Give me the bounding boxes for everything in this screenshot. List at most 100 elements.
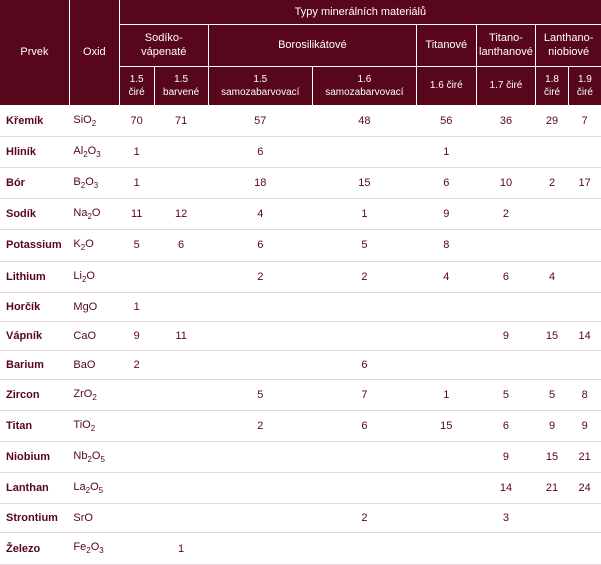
- value-cell-2: [208, 442, 312, 473]
- value-cell-0: 70: [119, 105, 154, 136]
- oxide-formula: ZrO2: [69, 379, 119, 410]
- oxide-formula: MgO: [69, 292, 119, 321]
- value-cell-7: 8: [568, 379, 601, 410]
- table-row: LanthanLa2O5142124: [0, 473, 601, 504]
- value-cell-6: 2: [536, 167, 569, 198]
- value-cell-7: [568, 230, 601, 261]
- table-row: SodíkNa2O11124192: [0, 199, 601, 230]
- value-cell-5: 6: [476, 261, 536, 292]
- value-cell-2: [208, 504, 312, 533]
- header-sub-4: 1.6 čiré: [416, 66, 476, 105]
- value-cell-1: [154, 350, 208, 379]
- value-cell-7: 14: [568, 321, 601, 350]
- value-cell-7: 9: [568, 410, 601, 441]
- value-cell-1: 6: [154, 230, 208, 261]
- value-cell-2: 57: [208, 105, 312, 136]
- value-cell-2: [208, 292, 312, 321]
- table-row: TitanTiO22615699: [0, 410, 601, 441]
- element-name: Zircon: [0, 379, 69, 410]
- value-cell-6: [536, 504, 569, 533]
- oxide-formula: SrO: [69, 504, 119, 533]
- value-cell-3: 6: [312, 350, 416, 379]
- value-cell-6: [536, 292, 569, 321]
- value-cell-3: [312, 442, 416, 473]
- value-cell-3: 5: [312, 230, 416, 261]
- table-row: KřemíkSiO2707157485636297: [0, 105, 601, 136]
- value-cell-1: [154, 410, 208, 441]
- value-cell-5: 36: [476, 105, 536, 136]
- header-sub-7: 1.9čiré: [568, 66, 601, 105]
- value-cell-5: 9: [476, 442, 536, 473]
- value-cell-1: [154, 504, 208, 533]
- value-cell-1: 12: [154, 199, 208, 230]
- value-cell-1: [154, 473, 208, 504]
- header-element: Prvek: [0, 0, 69, 105]
- header-sub-2: 1.5samozabarvovací: [208, 66, 312, 105]
- oxide-formula: CaO: [69, 321, 119, 350]
- header-sub-0: 1.5čiré: [119, 66, 154, 105]
- value-cell-6: 15: [536, 321, 569, 350]
- value-cell-3: 2: [312, 261, 416, 292]
- value-cell-0: 11: [119, 199, 154, 230]
- value-cell-3: 15: [312, 167, 416, 198]
- value-cell-5: 9: [476, 321, 536, 350]
- value-cell-1: [154, 167, 208, 198]
- value-cell-7: [568, 350, 601, 379]
- value-cell-1: [154, 136, 208, 167]
- value-cell-2: 6: [208, 136, 312, 167]
- value-cell-0: [119, 410, 154, 441]
- header-sub-1: 1.5barvené: [154, 66, 208, 105]
- value-cell-5: 6: [476, 410, 536, 441]
- header-group-1: Borosilikátové: [208, 25, 416, 67]
- value-cell-0: [119, 261, 154, 292]
- value-cell-2: 4: [208, 199, 312, 230]
- oxide-formula: TiO2: [69, 410, 119, 441]
- table-body: KřemíkSiO2707157485636297HliníkAl2O3161B…: [0, 105, 601, 564]
- value-cell-2: 2: [208, 261, 312, 292]
- value-cell-3: [312, 533, 416, 564]
- value-cell-6: 21: [536, 473, 569, 504]
- value-cell-3: 2: [312, 504, 416, 533]
- value-cell-0: 1: [119, 292, 154, 321]
- oxide-formula: Nb2O5: [69, 442, 119, 473]
- value-cell-3: [312, 136, 416, 167]
- element-name: Potassium: [0, 230, 69, 261]
- value-cell-5: [476, 292, 536, 321]
- value-cell-7: 24: [568, 473, 601, 504]
- value-cell-0: [119, 504, 154, 533]
- value-cell-3: [312, 292, 416, 321]
- table-row: PotassiumK2O56658: [0, 230, 601, 261]
- value-cell-0: [119, 473, 154, 504]
- header-sub-3: 1.6samozabarvovací: [312, 66, 416, 105]
- header-oxide: Oxid: [69, 0, 119, 105]
- value-cell-4: [416, 504, 476, 533]
- value-cell-7: 21: [568, 442, 601, 473]
- value-cell-7: [568, 292, 601, 321]
- value-cell-4: 56: [416, 105, 476, 136]
- oxide-formula: K2O: [69, 230, 119, 261]
- element-name: Niobium: [0, 442, 69, 473]
- table-row: HorčíkMgO1: [0, 292, 601, 321]
- oxide-formula: La2O5: [69, 473, 119, 504]
- element-name: Horčík: [0, 292, 69, 321]
- element-name: Strontium: [0, 504, 69, 533]
- element-name: Hliník: [0, 136, 69, 167]
- value-cell-5: 5: [476, 379, 536, 410]
- element-name: Titan: [0, 410, 69, 441]
- value-cell-3: 1: [312, 199, 416, 230]
- value-cell-7: [568, 504, 601, 533]
- value-cell-6: [536, 230, 569, 261]
- value-cell-5: 14: [476, 473, 536, 504]
- value-cell-7: [568, 199, 601, 230]
- value-cell-6: 29: [536, 105, 569, 136]
- table-row: StrontiumSrO23: [0, 504, 601, 533]
- table-row: LithiumLi2O22464: [0, 261, 601, 292]
- table-row: ŽelezoFe2O31: [0, 533, 601, 564]
- oxide-formula: BaO: [69, 350, 119, 379]
- value-cell-7: 17: [568, 167, 601, 198]
- value-cell-0: 9: [119, 321, 154, 350]
- element-name: Bór: [0, 167, 69, 198]
- value-cell-1: 11: [154, 321, 208, 350]
- value-cell-6: [536, 136, 569, 167]
- value-cell-3: [312, 473, 416, 504]
